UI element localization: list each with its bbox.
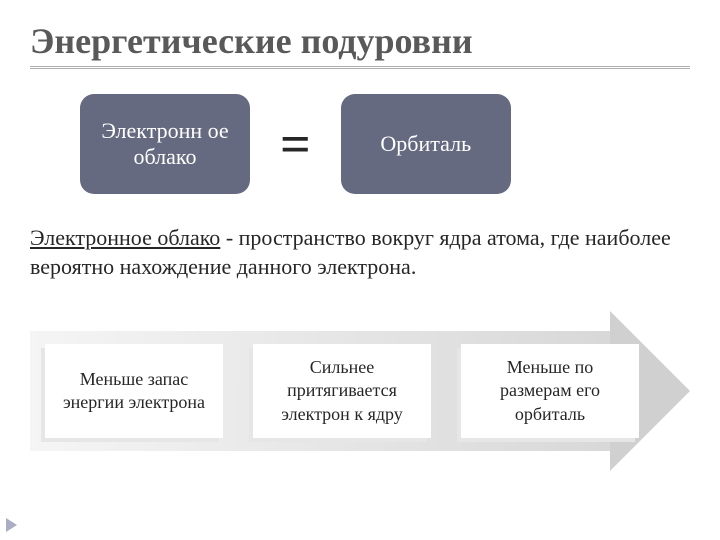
arrow-box-2: Сильнее притягивается электрон к ядру	[253, 344, 431, 438]
corner-marker-icon	[6, 518, 17, 532]
page-title: Энергетические подуровни	[30, 20, 690, 62]
arrow-boxes: Меньше запас энергии электрона Сильнее п…	[45, 344, 639, 438]
equals-sign: =	[280, 113, 311, 175]
arrow-box-3: Меньше по размерам его орбиталь	[461, 344, 639, 438]
equation-left-box: Электронн ое облако	[80, 94, 250, 194]
definition-text: Электронное облако - пространство вокруг…	[30, 224, 690, 281]
title-underline	[30, 66, 690, 69]
arrow-diagram: Меньше запас энергии электрона Сильнее п…	[30, 316, 690, 466]
arrow-box-1: Меньше запас энергии электрона	[45, 344, 223, 438]
definition-term: Электронное облако	[30, 225, 220, 250]
equation-right-box: Орбиталь	[341, 94, 511, 194]
equation-row: Электронн ое облако = Орбиталь	[80, 94, 690, 194]
